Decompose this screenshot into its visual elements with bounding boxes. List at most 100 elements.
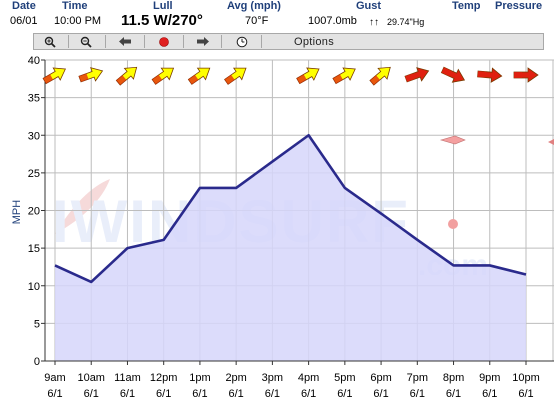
wind-direction-arrow <box>187 67 211 85</box>
wind-direction-arrow <box>42 67 66 85</box>
forward-button[interactable] <box>184 35 222 48</box>
x-tick-date-label: 6/1 <box>265 388 280 400</box>
wind-direction-arrow <box>78 67 104 83</box>
x-tick-date-label: 6/1 <box>120 388 135 400</box>
arrow-tail <box>296 74 307 84</box>
arrow-tail <box>78 73 89 82</box>
y-tick-label: 15 <box>28 243 40 255</box>
x-tick-label: 5pm <box>334 372 355 384</box>
arrow-tail <box>369 75 380 86</box>
x-tick-labels: 9am 6/1 10am 6/1 11am 6/1 12pm 6/1 1pm 6/1 2pm 6/1 3… <box>44 361 540 400</box>
zoom-out-button[interactable] <box>69 35 106 48</box>
x-tick-date-label: 6/1 <box>84 388 99 400</box>
magnifier-minus-icon <box>80 36 92 48</box>
options-button[interactable]: Options <box>294 35 335 48</box>
wind-direction-arrow <box>115 66 138 86</box>
y-tick-label: 40 <box>28 55 40 67</box>
gust-label: Gust <box>356 0 382 12</box>
current-conditions: 06/01 10:00 PM 11.5 W/270° 70°F 1007.0mb… <box>0 12 554 34</box>
arrow-tail <box>405 73 415 82</box>
wind-speed-area <box>55 135 526 361</box>
x-tick-date-label: 6/1 <box>156 388 171 400</box>
y-tick-labels: 0 5 10 15 20 25 30 35 40 <box>28 55 45 368</box>
wind-speed-line <box>54 133 527 284</box>
x-tick-date-label: 6/1 <box>47 388 62 400</box>
wind-direction-arrow <box>513 67 539 83</box>
wind-direction-arrow <box>477 67 503 83</box>
time-label: Time <box>62 0 88 12</box>
avg-label: Avg (mph) <box>227 0 281 12</box>
wind-value: 11.5 W/270° <box>121 12 203 29</box>
gust-marker <box>448 219 458 229</box>
y-axis-label: MPH <box>11 200 23 225</box>
y-tick-label: 5 <box>34 318 40 330</box>
wind-direction-arrow <box>440 66 466 83</box>
y-tick-label: 30 <box>28 130 40 142</box>
x-tick-label: 12pm <box>150 372 178 384</box>
date-label: Date <box>12 0 36 12</box>
x-tick-label: 2pm <box>225 372 246 384</box>
x-tick-label: 10pm <box>512 372 540 384</box>
temp-label: Temp <box>452 0 481 12</box>
wind-direction-arrow <box>151 67 175 85</box>
date-value: 06/01 <box>10 15 38 27</box>
x-tick-date-label: 6/1 <box>410 388 425 400</box>
clock-icon <box>236 36 247 47</box>
pink-direction-arrow <box>439 135 466 145</box>
x-tick-date-label: 6/1 <box>192 388 207 400</box>
y-tick-label: 35 <box>28 93 40 105</box>
y-tick-label: 25 <box>28 168 40 180</box>
x-tick-date-label: 6/1 <box>446 388 461 400</box>
record-button[interactable] <box>145 35 184 48</box>
arrow-tail <box>188 74 199 85</box>
lull-label: Lull <box>153 0 173 12</box>
x-tick-label: 6pm <box>370 372 391 384</box>
arrow-tail <box>224 74 235 85</box>
x-tick-label: 3pm <box>262 372 283 384</box>
time-value: 10:00 PM <box>54 15 102 27</box>
y-tick-label: 20 <box>28 206 40 218</box>
x-tick-date-label: 6/1 <box>229 388 244 400</box>
hg-value: 29.74"Hg <box>387 17 425 27</box>
x-tick-label: 8pm <box>443 372 464 384</box>
extra-markers <box>439 135 554 229</box>
edge-arrow-marker <box>548 139 554 145</box>
arrow-tail <box>441 67 452 77</box>
wind-direction-arrow <box>332 67 356 85</box>
zoom-in-button[interactable] <box>34 35 69 48</box>
pressure-rising-icon: ↑↑ <box>369 17 379 28</box>
y-tick-label: 10 <box>28 281 40 293</box>
temp-value: 70°F <box>245 15 269 27</box>
x-tick-date-label: 6/1 <box>482 388 497 400</box>
pressure-value: 1007.0mb <box>308 15 357 27</box>
arrow-left-icon <box>119 37 131 46</box>
arrow-tail <box>514 72 522 78</box>
wind-direction-arrow <box>369 66 391 86</box>
arrow-tail <box>152 74 163 85</box>
x-tick-date-label: 6/1 <box>518 388 533 400</box>
wind-direction-arrow <box>404 67 430 83</box>
x-tick-label: 10am <box>77 372 105 384</box>
x-tick-label: 11am <box>114 372 141 384</box>
arrow-tail <box>477 70 487 78</box>
x-tick-label: 4pm <box>298 372 319 384</box>
red-dot-icon <box>159 36 169 47</box>
wind-direction-arrow <box>224 67 247 85</box>
arrow-tail <box>43 74 54 84</box>
arrow-right-icon <box>196 37 209 46</box>
y-tick-label: 0 <box>34 356 40 368</box>
wind-direction-arrows <box>42 66 539 86</box>
pressure-label: Pressure <box>495 0 543 12</box>
x-tick-date-label: 6/1 <box>301 388 316 400</box>
wind-direction-arrow <box>296 67 320 85</box>
arrow-tail <box>116 75 127 86</box>
chart-toolbar: Options <box>33 33 544 50</box>
x-tick-label: 1pm <box>189 372 210 384</box>
clock-button[interactable] <box>222 35 262 48</box>
arrow-tail <box>332 74 343 84</box>
header-labels: Date Time Lull Avg (mph) Gust Temp Press… <box>0 0 554 12</box>
magnifier-plus-icon <box>44 36 56 48</box>
back-button[interactable] <box>106 35 145 48</box>
x-tick-date-label: 6/1 <box>373 388 388 400</box>
